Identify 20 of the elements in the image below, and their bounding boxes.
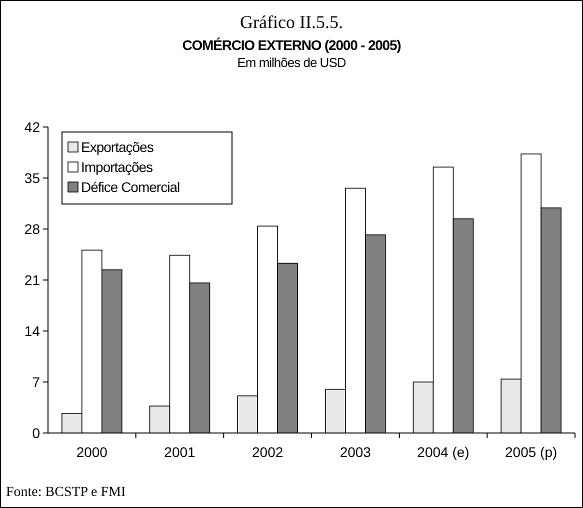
y-tick-label: 14 [24,322,40,339]
source-note: Fonte: BCSTP e FMI [6,485,126,500]
legend-label: Importações [81,158,154,175]
y-tick-label: 0 [32,424,40,441]
legend-label: Défice Comercial [81,178,180,195]
y-tick-label: 42 [24,118,40,135]
y-tick-label: 21 [24,272,40,288]
y-tick-label: 7 [32,374,40,390]
x-tick-label: 2003 [340,444,372,460]
x-tick-label: 2000 [76,444,108,460]
y-tick-label: 35 [24,170,40,186]
y-axis-title: Em milhões de USD [237,55,346,70]
x-tick-label: 2004 (e) [417,444,470,460]
chart-title: Gráfico II.5.5. [240,12,343,32]
x-tick-label: 2001 [164,444,196,460]
y-tick-label: 28 [24,220,40,237]
chart-subtitle: COMÉRCIO EXTERNO (2000 - 2005) [182,37,401,53]
x-tick-label: 2005 (p) [505,444,558,460]
x-tick-label: 2002 [252,444,284,460]
legend-label: Exportações [81,138,154,155]
